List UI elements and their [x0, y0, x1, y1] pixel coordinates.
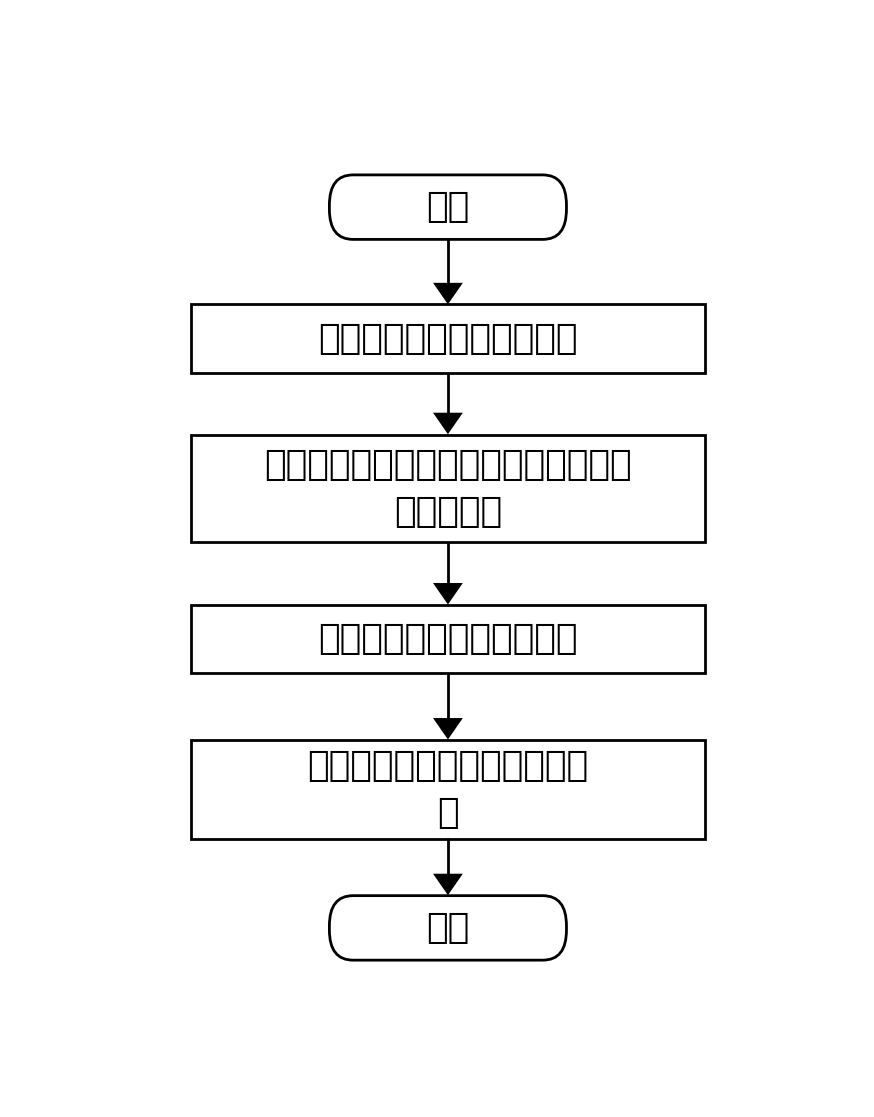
FancyBboxPatch shape — [191, 435, 705, 542]
Text: 外通道气载放射物沉积计算: 外通道气载放射物沉积计算 — [318, 622, 578, 656]
FancyBboxPatch shape — [191, 604, 705, 674]
Text: 内通道气载放射物沉积计算: 内通道气载放射物沉积计算 — [318, 322, 578, 355]
FancyBboxPatch shape — [191, 304, 705, 373]
Text: 开始: 开始 — [427, 190, 469, 225]
Polygon shape — [433, 583, 463, 604]
Polygon shape — [433, 412, 463, 435]
Polygon shape — [433, 718, 463, 739]
Text: 到达地表的气载放射物浓度评
估: 到达地表的气载放射物浓度评 估 — [308, 748, 588, 830]
Polygon shape — [433, 283, 463, 304]
Text: 反应堆厂房洞室密封隔离系统放射性核
素泄露计算: 反应堆厂房洞室密封隔离系统放射性核 素泄露计算 — [264, 448, 632, 529]
FancyBboxPatch shape — [329, 175, 566, 239]
Text: 结束: 结束 — [427, 910, 469, 945]
FancyBboxPatch shape — [191, 739, 705, 839]
FancyBboxPatch shape — [329, 896, 566, 961]
Polygon shape — [433, 873, 463, 895]
